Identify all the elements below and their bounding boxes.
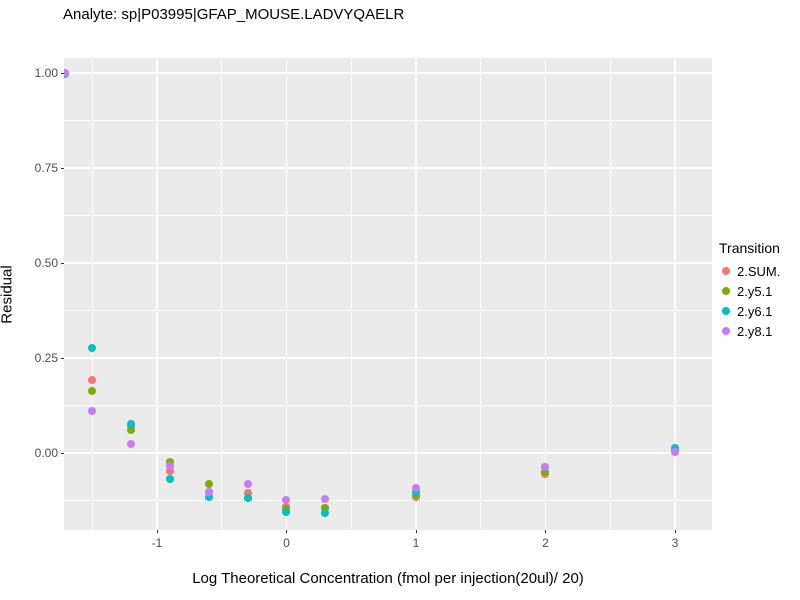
data-point [670,448,679,457]
gridline-minor [480,58,482,530]
data-point [165,474,174,483]
chart-title: Analyte: sp|P03995|GFAP_MOUSE.LADVYQAELR [63,6,405,23]
legend-item-label: 2.SUM. [737,263,781,279]
gridline-major [285,58,288,530]
gridline-minor [221,58,223,530]
y-tick-mark [61,452,64,454]
y-tick-mark [61,357,64,359]
data-point [321,494,330,503]
data-point [127,439,136,448]
data-point [88,376,97,385]
data-point [243,494,252,503]
gridline-minor [64,309,712,311]
gridline-major [64,167,712,169]
data-point [321,503,330,512]
legend-item-label: 2.y8.1 [737,323,773,339]
legend-key-dot-icon [722,327,730,335]
data-point [243,479,252,488]
legend-item: 2.SUM. [719,261,780,281]
data-point [88,343,97,352]
data-point [321,508,330,517]
data-point [204,479,213,488]
data-point [243,488,252,497]
x-tick-label: -1 [151,536,163,550]
x-tick-label: 0 [283,536,290,550]
data-point [127,419,136,428]
legend-title: Transition [719,240,780,256]
gridline-major [64,452,712,454]
x-tick-label: 3 [671,536,679,550]
legend-key-dot-icon [722,307,730,315]
plot-panel [64,58,712,530]
legend-item: 2.y8.1 [719,321,780,341]
y-tick-label: 0.00 [34,445,58,460]
x-tick-mark [286,530,288,533]
gridline-major [674,58,676,530]
gridline-minor [64,214,712,216]
gridline-major [156,58,158,530]
gridline-major [64,72,712,74]
data-point [88,407,97,416]
x-axis-title: Log Theoretical Concentration (fmol per … [192,570,584,587]
x-tick-label: 2 [542,536,549,550]
gridline-minor [350,58,352,530]
x-tick-mark [415,530,417,533]
gridline-minor [64,119,712,121]
data-point [282,495,291,504]
y-tick-label: 0.50 [34,255,58,270]
x-tick-mark [156,530,158,533]
y-tick-mark [61,262,64,264]
data-point [541,462,550,471]
x-tick-mark [545,530,547,533]
y-tick-label: 0.75 [34,160,58,175]
y-axis-title: Residual [0,265,16,324]
y-tick-mark [61,167,64,169]
legend-item: 2.y6.1 [719,301,780,321]
gridline-minor [64,500,712,501]
x-tick-label: 1 [412,536,420,550]
x-tick-mark [674,530,676,533]
gridline-major [64,357,712,359]
data-point [411,488,420,497]
legend-item-label: 2.y6.1 [737,303,773,319]
data-point [165,461,174,470]
gridline-major [64,262,712,264]
data-point [165,466,174,475]
data-point [204,487,213,496]
data-point [541,468,550,477]
data-point [282,508,291,517]
y-tick-label: 1.00 [34,65,58,80]
gridline-minor [91,58,93,530]
data-point [127,425,136,434]
legend-key-dot-icon [722,287,730,295]
legend: Transition 2.SUM. 2.y5.1 2.y6.1 2.y8.1 [719,240,780,341]
data-point [64,69,70,78]
data-point [165,457,174,466]
data-point [411,483,420,492]
data-point [88,386,97,395]
data-point [204,492,213,501]
gridline-major [415,58,417,530]
y-tick-mark [61,72,64,74]
gridline-major [544,58,547,530]
legend-item-label: 2.y5.1 [737,283,773,299]
y-tick-label: 0.25 [34,350,58,365]
legend-item: 2.y5.1 [719,281,780,301]
gridline-minor [609,58,611,530]
gridline-minor [64,404,712,406]
legend-key-dot-icon [722,267,730,275]
